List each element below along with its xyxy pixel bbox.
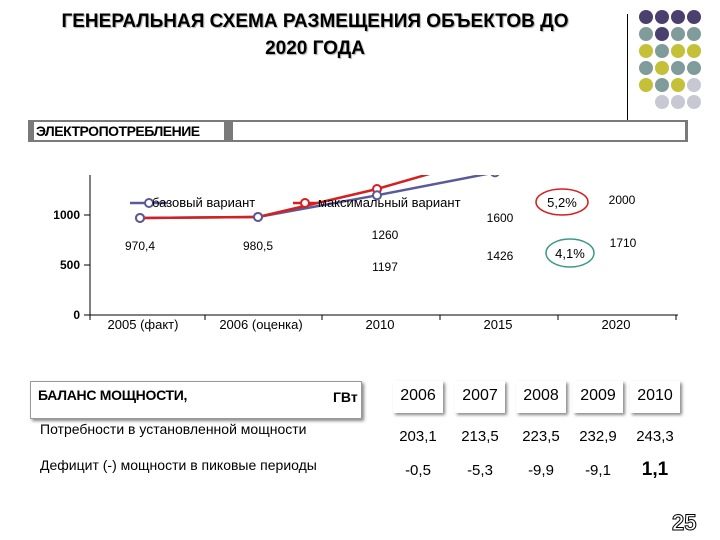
decorative-dot — [671, 10, 685, 24]
x-tick-label: 2005 (факт) — [108, 317, 179, 332]
growth-ellipse-base — [545, 238, 595, 268]
decorative-dot — [655, 44, 669, 58]
table-header-label: БАЛАНС МОЩНОСТИ, — [38, 387, 188, 403]
table-cell: -5,3 — [467, 462, 493, 479]
title-line-2: 2020 ГОДА — [265, 38, 365, 59]
table-cell: 203,1 — [399, 428, 437, 445]
decorative-dot — [671, 27, 685, 41]
table-cell: 232,9 — [579, 428, 617, 445]
decorative-dot — [655, 10, 669, 24]
table-cell: 223,5 — [522, 428, 560, 445]
decorative-dot — [687, 61, 701, 75]
y-tick-label: 500 — [60, 258, 80, 272]
year-header: 2007 — [455, 381, 505, 413]
year-header: 2008 — [516, 381, 566, 413]
growth-ellipse-max — [535, 188, 589, 216]
row-label-demand: Потребности в установленной мощности — [40, 421, 307, 437]
decorative-dot — [687, 44, 701, 58]
data-label: 1600 — [487, 211, 514, 225]
decorative-dot — [639, 61, 653, 75]
year-header: 2006 — [393, 381, 443, 413]
decorative-dot — [639, 27, 653, 41]
decorative-dot — [639, 78, 653, 92]
decorative-dot — [687, 95, 701, 109]
decorative-dot — [655, 61, 669, 75]
data-label: 970,4 — [125, 239, 155, 253]
table-header: БАЛАНС МОЩНОСТИ, ГВт — [30, 381, 660, 419]
legend-label-max: максимальный вариант — [318, 195, 461, 210]
data-label: 2000 — [609, 193, 636, 207]
decorative-dot — [687, 10, 701, 24]
table-cell: -9,9 — [528, 462, 554, 479]
decorative-dot — [671, 44, 685, 58]
x-tick-label: 2020 — [602, 317, 631, 332]
table-cell: 243,3 — [636, 428, 674, 445]
legend-marker-max — [300, 198, 310, 208]
legend-marker-base — [144, 198, 154, 208]
title-line-1: ГЕНЕРАЛЬНАЯ СХЕМА РАЗМЕЩЕНИЯ ОБЪЕКТОВ ДО — [61, 11, 569, 32]
data-point — [490, 175, 500, 178]
decorative-dot — [655, 95, 669, 109]
section-label: ЭЛЕКТРОПОТРЕБЛЕНИЕ — [36, 123, 200, 139]
electricity-consumption-chart: 050010001500200025002005 (факт)2006 (оце… — [53, 175, 678, 332]
decorative-dot — [687, 27, 701, 41]
growth-label-max: 5,2% — [547, 195, 577, 210]
data-point — [372, 190, 382, 201]
page-number: 25 — [671, 510, 697, 536]
data-label: 1260 — [372, 228, 399, 242]
table-cell: -9,1 — [585, 462, 611, 479]
row-label-deficit: Дефицит (-) мощности в пиковые периоды — [40, 457, 317, 473]
decorative-dot — [671, 95, 685, 109]
table-cell: -0,5 — [405, 462, 431, 479]
x-tick-label: 2006 (оценка) — [219, 317, 302, 332]
data-label: 1426 — [487, 249, 514, 263]
data-label: 1710 — [610, 236, 637, 250]
decorative-dot-grid — [639, 10, 701, 109]
year-header: 2010 — [630, 381, 680, 413]
y-tick-label: 1000 — [53, 208, 80, 222]
decorative-dot — [671, 78, 685, 92]
table-cell: 213,5 — [461, 428, 499, 445]
decorative-dot — [687, 78, 701, 92]
section-banner: ЭЛЕКТРОПОТРЕБЛЕНИЕ — [28, 120, 688, 142]
data-point — [135, 212, 145, 223]
table-cell: 1,1 — [641, 459, 669, 480]
table-unit: ГВт — [333, 389, 358, 405]
x-tick-label: 2015 — [484, 317, 513, 332]
decorative-divider — [627, 14, 628, 132]
legend-label-base: базовый вариант — [152, 195, 255, 210]
x-tick-label: 2010 — [366, 317, 395, 332]
data-label: 1197 — [372, 260, 398, 274]
year-header: 2009 — [573, 381, 623, 413]
decorative-dot — [639, 10, 653, 24]
growth-label-base: 4,1% — [555, 246, 585, 261]
decorative-dot — [639, 44, 653, 58]
data-point — [253, 211, 263, 222]
decorative-dot — [655, 27, 669, 41]
page-title: ГЕНЕРАЛЬНАЯ СХЕМА РАЗМЕЩЕНИЯ ОБЪЕКТОВ ДО… — [10, 8, 620, 62]
y-tick-label: 0 — [73, 308, 80, 322]
decorative-dot — [671, 61, 685, 75]
data-label: 980,5 — [243, 239, 273, 253]
decorative-dot — [655, 78, 669, 92]
